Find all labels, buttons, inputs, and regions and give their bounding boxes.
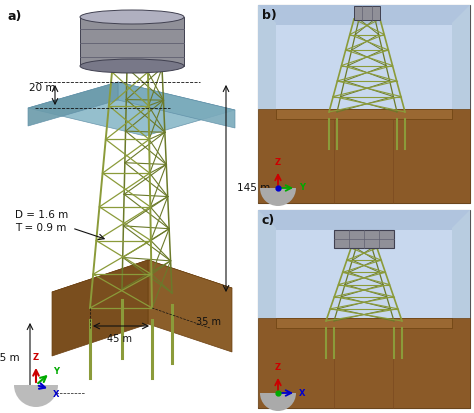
Text: D = 1.6 m: D = 1.6 m (15, 210, 68, 220)
Text: a): a) (8, 10, 22, 23)
Bar (276, 318, 452, 328)
Polygon shape (258, 5, 276, 203)
Bar (276, 109, 452, 119)
Bar (258, 109, 470, 203)
Polygon shape (452, 5, 470, 203)
Polygon shape (28, 82, 118, 126)
Text: 35 m: 35 m (196, 317, 221, 327)
Bar (258, 318, 470, 408)
Text: 75 m: 75 m (0, 353, 20, 363)
Wedge shape (260, 393, 296, 411)
Bar (354, 6, 380, 20)
Polygon shape (148, 260, 232, 352)
Bar (258, 210, 470, 408)
Bar (258, 5, 470, 25)
Text: X: X (299, 389, 306, 397)
Text: c): c) (262, 214, 275, 227)
Text: Z: Z (275, 363, 281, 372)
Polygon shape (452, 210, 470, 408)
Text: Y: Y (53, 368, 59, 377)
Text: b): b) (262, 9, 277, 22)
Text: 145 m: 145 m (237, 183, 270, 193)
Polygon shape (118, 82, 235, 128)
Polygon shape (52, 260, 148, 356)
Polygon shape (52, 260, 232, 320)
Text: 20 m: 20 m (29, 83, 55, 93)
Text: Z: Z (275, 158, 281, 167)
Bar (258, 5, 470, 203)
Polygon shape (258, 5, 470, 25)
Wedge shape (14, 385, 58, 407)
Text: T = 0.9 m: T = 0.9 m (15, 223, 66, 233)
Polygon shape (28, 82, 235, 136)
Wedge shape (260, 188, 296, 206)
Ellipse shape (80, 10, 184, 24)
Ellipse shape (80, 59, 184, 73)
Text: X: X (53, 390, 60, 399)
Text: Y: Y (299, 183, 305, 192)
Text: Z: Z (33, 353, 39, 362)
Bar (258, 210, 470, 230)
Bar (334, 230, 394, 248)
Bar (80, 17, 184, 66)
Polygon shape (258, 210, 276, 408)
Text: 45 m: 45 m (108, 334, 133, 344)
